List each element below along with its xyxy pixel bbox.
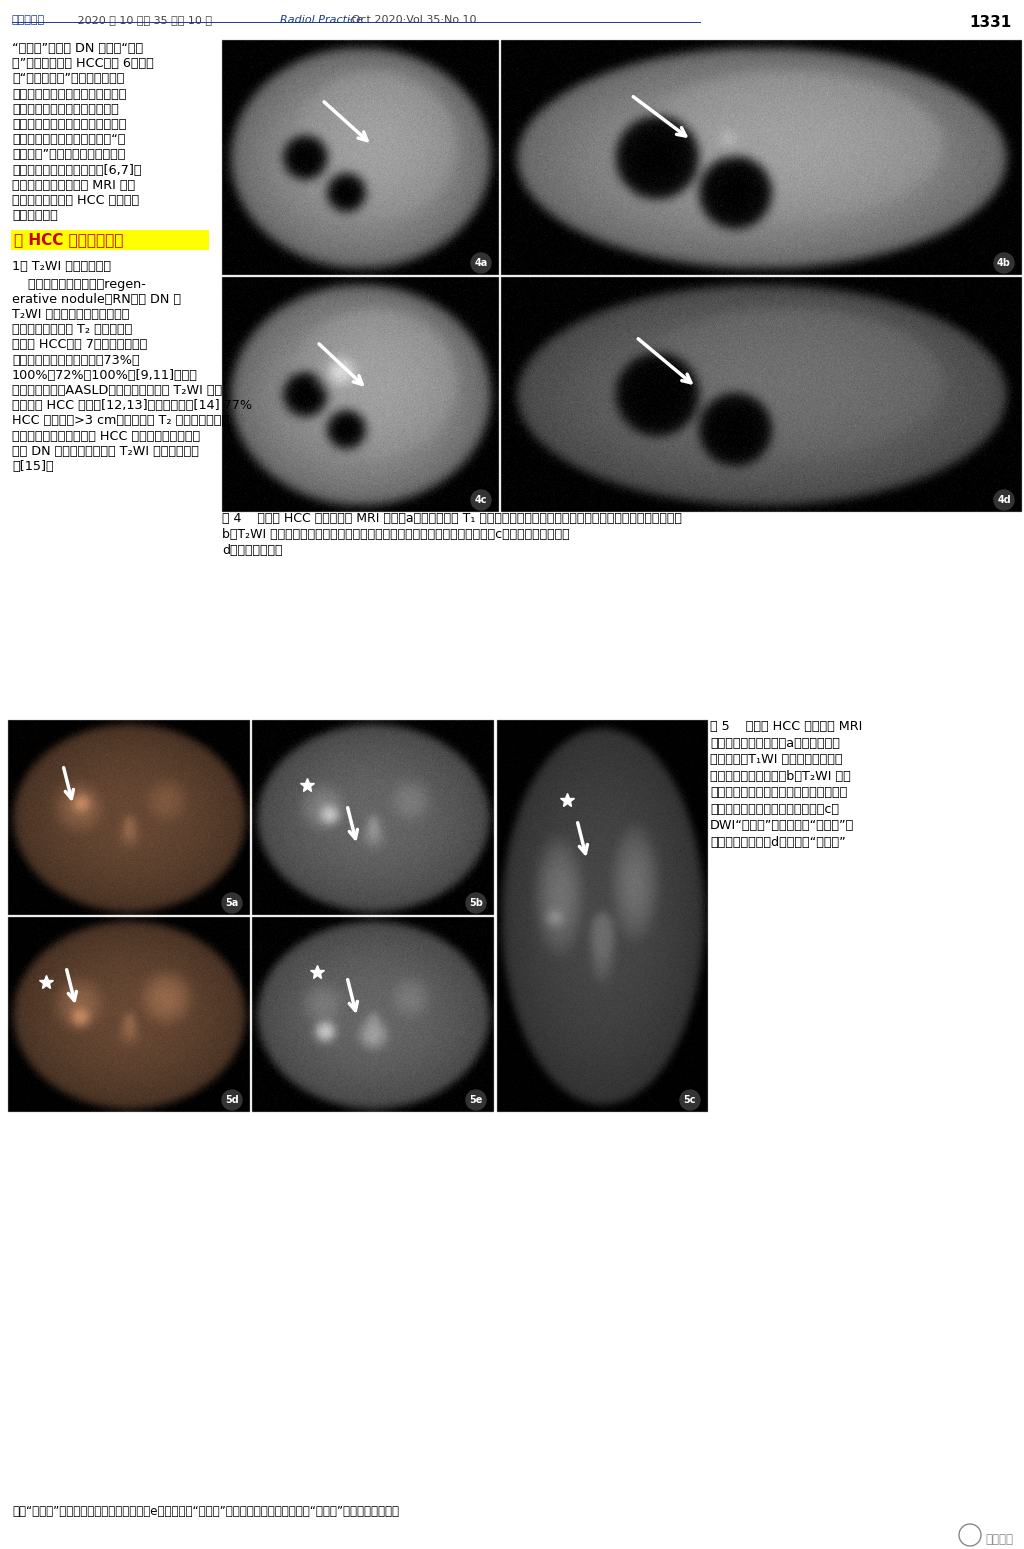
- Text: b）T₂WI 上肿块呈高信号，出血区表现为中心高信号，周边低信号环（筭）；c）动脉期肿块强化；: b）T₂WI 上肿块呈高信号，出血区表现为中心高信号，周边低信号环（筭）；c）动…: [222, 528, 569, 541]
- Text: erative nodule，RN）和 DN 在: erative nodule，RN）和 DN 在: [12, 293, 181, 305]
- Text: 信号，因此轻中度 T₂ 高信号则高: 信号，因此轻中度 T₂ 高信号则高: [12, 324, 132, 336]
- Text: 肝病研究协会（AASLD）标准中更是指出 T₂WI 高信: 肝病研究协会（AASLD）标准中更是指出 T₂WI 高信: [12, 384, 222, 397]
- Text: 4a: 4a: [474, 259, 487, 268]
- Circle shape: [994, 489, 1014, 510]
- Text: 图 5    肝右叶 HCC 患者轴面 MRI: 图 5 肝右叶 HCC 患者轴面 MRI: [710, 720, 862, 733]
- Text: 目前，由于这种表现在 MRI 中极: 目前，由于这种表现在 MRI 中极: [12, 178, 135, 192]
- Circle shape: [222, 1090, 242, 1111]
- Circle shape: [994, 252, 1014, 273]
- Text: 中心呈低信号（筭）；b）T₂WI 该结: 中心呈低信号（筭）；b）T₂WI 该结: [710, 770, 851, 782]
- Text: 提示诊断价値。当乏血供 HCC 与在肝胆期表现为低: 提示诊断价値。当乏血供 HCC 与在肝胆期表现为低: [12, 429, 200, 443]
- Text: d）延迟期庚清。: d）延迟期庚清。: [222, 544, 283, 558]
- Circle shape: [222, 894, 242, 912]
- Text: 节中结节”结构病灯中，反映出肌: 节中结节”结构病灯中，反映出肌: [12, 149, 125, 161]
- Text: 100%和72%～100%）[9,11]。美国: 100%和72%～100%）[9,11]。美国: [12, 369, 198, 381]
- Text: 显高信号（筭）；d）动脉期“母结节”: 显高信号（筭）；d）动脉期“母结节”: [710, 835, 846, 849]
- Bar: [252, 917, 494, 1112]
- Text: 熊猫放射: 熊猫放射: [985, 1534, 1013, 1546]
- Text: 放射学实践: 放射学实践: [12, 15, 45, 25]
- Text: （及“子结节”均强化，但强化程度不同；（e）肝延迟期“母结节”（五角星）庚清不明显，而“子结节”明显庚清（筭）。: （及“子结节”均强化，但强化程度不同；（e）肝延迟期“母结节”（五角星）庚清不明…: [12, 1506, 399, 1518]
- Text: T₂WI 上常表现为特征性等或低: T₂WI 上常表现为特征性等或低: [12, 308, 129, 321]
- Bar: [11, 231, 209, 251]
- Text: 脂质或铁沉积也可发生在这种“结: 脂质或铁沉积也可发生在这种“结: [12, 133, 125, 146]
- Circle shape: [466, 1090, 486, 1111]
- Text: 5a: 5a: [225, 898, 239, 908]
- Text: 别[15]。: 别[15]。: [12, 460, 53, 472]
- Bar: [501, 277, 1022, 513]
- Text: 信号 DN 诊断困难时可利用 T₂WI 高信号进行鉴: 信号 DN 诊断困难时可利用 T₂WI 高信号进行鉴: [12, 445, 199, 459]
- Bar: [252, 720, 494, 915]
- Circle shape: [466, 894, 486, 912]
- Bar: [222, 40, 499, 276]
- Bar: [501, 40, 1022, 276]
- Text: 1331: 1331: [970, 15, 1012, 29]
- Text: 性尚未确定。: 性尚未确定。: [12, 209, 57, 222]
- Circle shape: [471, 489, 490, 510]
- Text: 由于肝硬化再生结节（regen-: 由于肝硬化再生结节（regen-: [12, 277, 145, 291]
- Text: 征象是马赛克结构一种特殊情形．: 征象是马赛克结构一种特殊情形．: [12, 118, 126, 132]
- Circle shape: [471, 252, 490, 273]
- Text: 见一结节，T₁WI 周边呈稍高信号，: 见一结节，T₁WI 周边呈稍高信号，: [710, 753, 843, 767]
- Text: 1． T₂WI 轻中度高信号: 1． T₂WI 轻中度高信号: [12, 260, 111, 274]
- Text: 明“结节中结节”征象反映了病灯: 明“结节中结节”征象反映了病灯: [12, 73, 124, 85]
- Text: “子结节”表现为 DN 特征而“母结: “子结节”表现为 DN 特征而“母结: [12, 42, 143, 56]
- Text: 5e: 5e: [469, 1095, 482, 1104]
- Text: 节”则表现为典型 HCC（图 6）。说: 节”则表现为典型 HCC（图 6）。说: [12, 57, 154, 70]
- Bar: [497, 720, 708, 1112]
- Bar: [222, 277, 499, 513]
- Text: 阳性预测值均较高（分别为73%～: 阳性预测值均较高（分别为73%～: [12, 353, 139, 367]
- Text: 内不同部分发展程度不同是肘瘾异: 内不同部分发展程度不同是肘瘾异: [12, 88, 126, 101]
- Text: 图 4    肝左叶 HCC 患者的轴面 MRI 图像。a）肝左叶见一 T₁ 低信号肿块，其内见多发斜片样高信号区，提示出血（筭）；: 图 4 肝左叶 HCC 患者的轴面 MRI 图像。a）肝左叶见一 T₁ 低信号肿…: [222, 513, 682, 525]
- Text: 质性一种体现．也可以理解为该: 质性一种体现．也可以理解为该: [12, 102, 119, 116]
- Text: 图像（普美显增强）。a）肝右叶下极: 图像（普美显增强）。a）肝右叶下极: [710, 736, 840, 750]
- Text: HCC 病灯直径>3 cm，此时轻度 T₂ 高信号具有很强: HCC 病灯直径>3 cm，此时轻度 T₂ 高信号具有很强: [12, 415, 229, 428]
- Circle shape: [680, 1090, 700, 1111]
- Bar: [8, 917, 250, 1112]
- Text: 号可提高 HCC 检出率[12,13]。另一项研究[14] 77%: 号可提高 HCC 检出率[12,13]。另一项研究[14] 77%: [12, 400, 252, 412]
- Text: 瘾肿细胞不能浓缩铁和脂质[6,7]。: 瘾肿细胞不能浓缩铁和脂质[6,7]。: [12, 164, 141, 177]
- Text: 2020 年 10 月第 35 卷第 10 期: 2020 年 10 月第 35 卷第 10 期: [74, 15, 222, 25]
- Text: 其罕见，因此其对 HCC 诊断敏感: 其罕见，因此其对 HCC 诊断敏感: [12, 194, 139, 208]
- Text: 4d: 4d: [997, 496, 1011, 505]
- Text: 5b: 5b: [469, 898, 483, 908]
- Text: DWI“母结节”稍高信号，“子结节”明: DWI“母结节”稍高信号，“子结节”明: [710, 819, 854, 832]
- Text: 4c: 4c: [475, 496, 487, 505]
- Text: 度提示 HCC（图 7）。其特异性和: 度提示 HCC（图 7）。其特异性和: [12, 338, 147, 352]
- Text: 4b: 4b: [997, 259, 1011, 268]
- Text: 5c: 5c: [684, 1095, 696, 1104]
- Text: 节周边（母结节）呈低信号（五角星），: 节周边（母结节）呈低信号（五角星），: [710, 785, 847, 799]
- Text: ·Oct 2020·Vol 35·No.10: ·Oct 2020·Vol 35·No.10: [348, 15, 476, 25]
- Text: 5d: 5d: [225, 1095, 239, 1104]
- Text: Radiol Practice: Radiol Practice: [280, 15, 364, 25]
- Bar: [8, 720, 250, 915]
- Text: 中心（子结节）呈高信号（筭）；c）: 中心（子结节）呈高信号（筭）；c）: [710, 802, 839, 815]
- Text: 非 HCC 特异恶性征象: 非 HCC 特异恶性征象: [14, 232, 123, 248]
